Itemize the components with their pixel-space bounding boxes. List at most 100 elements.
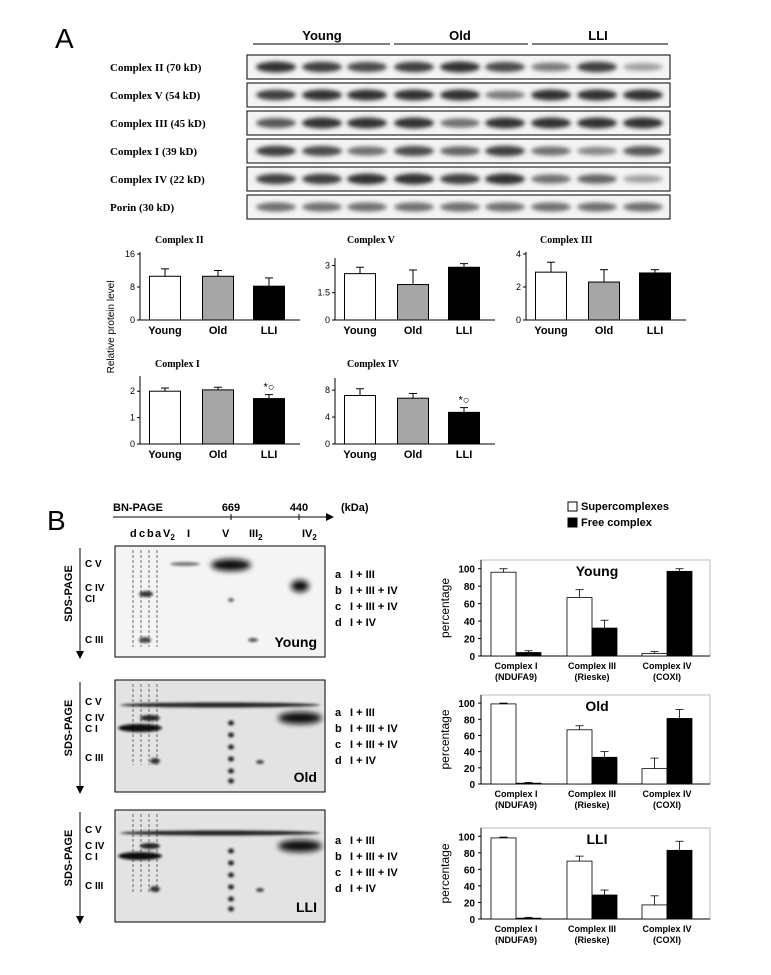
lane-a: a (155, 528, 162, 540)
western-blots: Complex II (70 kD) Complex V (54 kD) Compl… (110, 54, 671, 220)
blot-band (302, 61, 342, 73)
bar (448, 411, 480, 445)
panel-a-label: A (55, 23, 74, 54)
y-tick-label: 20 (464, 764, 476, 775)
x-tick-label: LLI (456, 325, 473, 337)
blot-band (302, 145, 342, 157)
bar (253, 398, 285, 445)
x-tick-label: Young (148, 449, 181, 461)
chart-complex-i: Complex I 0 1 2 Young Old LLI *○ (130, 359, 300, 461)
blot-band (256, 89, 296, 101)
sds-page-label: SDS-PAGE (63, 830, 75, 887)
y-tick-label: 1 (130, 413, 135, 423)
gel-row-label: C IV (85, 713, 105, 724)
x-tick-label: Young (534, 325, 567, 337)
x-tick-label: LLI (456, 449, 473, 461)
lane-iii2-base: III (249, 528, 258, 540)
group-label-young: Young (302, 28, 342, 43)
y-tick-label: 80 (464, 582, 476, 593)
blot-band (394, 117, 434, 129)
lane-v2-base: V (163, 528, 171, 540)
complex-text: I + III (350, 707, 375, 719)
y-tick-label: 1.5 (317, 288, 330, 298)
complex-text: I + III (350, 835, 375, 847)
x-group-label: Complex IV (642, 661, 691, 671)
spot-complex-v (211, 559, 251, 571)
spot-ciii-free (256, 888, 264, 892)
y-tick-label: 4 (516, 249, 521, 259)
blot-band (347, 61, 387, 73)
gel-row-label: C III (85, 881, 104, 892)
chart-title: Complex V (347, 235, 396, 246)
complex-text: I + III + IV (350, 739, 398, 751)
y-tick-label: 80 (464, 849, 476, 860)
blot-band (302, 202, 342, 212)
y-tick-label: 100 (458, 699, 475, 710)
blot-band (347, 202, 387, 212)
blot-band (256, 202, 296, 212)
bar (588, 281, 620, 321)
x-group-label: Complex III (568, 924, 616, 934)
bar (397, 284, 429, 321)
bar (535, 271, 567, 321)
y-axis-label: percentage (438, 843, 452, 903)
spot-ciii-free (248, 638, 258, 642)
x-group-label: Complex III (568, 661, 616, 671)
blot-band (577, 146, 617, 156)
bar-free-complex (515, 652, 542, 657)
significance-mark: *○ (459, 395, 470, 407)
complex-key: a (335, 835, 342, 847)
bar-supercomplex (566, 860, 593, 920)
blot-band (347, 89, 387, 101)
blot-band (440, 173, 480, 185)
percentage-chart-young: Young 0 20 40 60 80 100 percentage Complex I(NDU… (438, 559, 711, 682)
y-tick-label: 8 (130, 282, 135, 292)
blot-band (485, 145, 525, 157)
x-tick-label: Young (343, 449, 376, 461)
blot-band (623, 117, 663, 129)
spot-complex-iv (291, 580, 309, 592)
blot-band (394, 202, 434, 212)
spot-smear (170, 562, 200, 566)
protein-level-charts: Complex II 0 8 16 Young Old LLI Complex V 0 1.5 3 Y… (125, 235, 686, 461)
blot-band (394, 89, 434, 101)
y-tick-label: 0 (469, 780, 475, 791)
blot-band (623, 175, 663, 183)
sds-page-label: SDS-PAGE (63, 565, 75, 622)
gel-frame (114, 809, 326, 923)
complex-text: I + III + IV (350, 601, 398, 613)
y-tick-label: 0 (325, 315, 330, 325)
spot-v-series (228, 872, 234, 878)
panel-a-y-axis-label: Relative protein level (106, 281, 117, 374)
bar-free-complex (666, 849, 693, 920)
legend-open-label: Supercomplexes (581, 501, 669, 513)
spot-v-series (228, 756, 234, 762)
complex-key: c (335, 867, 341, 879)
gel-row-label: C V (85, 559, 102, 570)
blot-band (440, 118, 480, 128)
bar-supercomplex (566, 597, 593, 657)
spot-ciii (139, 637, 151, 643)
bar-free-complex (666, 718, 693, 785)
bar (202, 275, 234, 321)
gel-lli: SDS-PAGE C V C IVC I C III LLI a I + III b I + I… (63, 809, 398, 924)
blot-band (347, 146, 387, 156)
x-subgroup-label: (NDUFA9) (495, 800, 537, 810)
y-tick-label: 4 (325, 412, 330, 422)
blot-band (256, 118, 296, 128)
complex-key: c (335, 601, 341, 613)
bar (639, 272, 671, 321)
y-tick-label: 80 (464, 715, 476, 726)
band-complex-v (120, 830, 320, 836)
gel-old: SDS-PAGE C V C IVC I C III Old a I + III b I + I… (63, 679, 398, 794)
y-tick-label: 0 (130, 315, 135, 325)
complex-text: I + III + IV (350, 867, 398, 879)
y-tick-label: 16 (125, 249, 135, 259)
group-label-old: Old (449, 28, 471, 43)
complex-text: I + III (350, 569, 375, 581)
y-tick-label: 20 (464, 898, 476, 909)
blot-band (623, 146, 663, 156)
bn-mark-440: 440 (290, 502, 308, 514)
band-ci (118, 724, 162, 732)
